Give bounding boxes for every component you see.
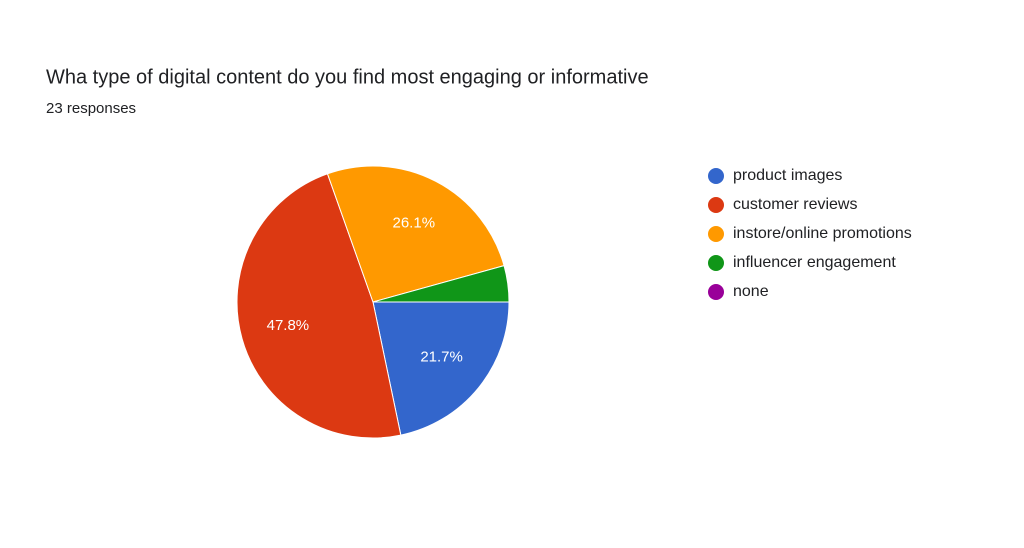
legend-label: none: [733, 283, 769, 300]
legend-label: customer reviews: [733, 196, 857, 213]
legend-label: instore/online promotions: [733, 225, 912, 242]
legend-label: product images: [733, 167, 842, 184]
pie-slice: [326, 165, 505, 303]
legend-marker: [708, 197, 724, 213]
data-label: 47.8%: [267, 317, 310, 334]
data-label: 26.1%: [393, 215, 436, 232]
chart-subtitle: 23 responses: [46, 100, 136, 117]
legend-marker: [708, 168, 724, 184]
legend-marker: [708, 226, 724, 242]
pie-slice: [372, 301, 510, 436]
legend-marker: [708, 255, 724, 271]
legend-marker: [708, 284, 724, 300]
legend-label: influencer engagement: [733, 254, 896, 271]
pie-slice: [236, 173, 402, 439]
data-label: 21.7%: [420, 349, 463, 366]
chart-title: Wha type of digital content do you find …: [46, 66, 649, 88]
